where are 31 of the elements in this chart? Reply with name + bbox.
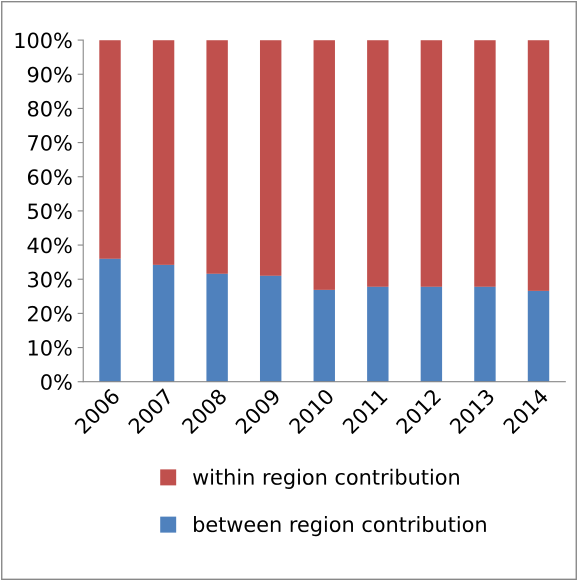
y-tick-label: 100% — [16, 32, 72, 48]
bar — [152, 40, 174, 265]
y-tick-label: 50% — [28, 203, 72, 220]
y-tick-label: 60% — [28, 169, 72, 185]
bar — [314, 290, 335, 382]
bar — [474, 40, 496, 287]
bar — [314, 40, 335, 290]
bar — [420, 286, 442, 382]
y-tick-label: 90% — [28, 66, 72, 82]
bar — [152, 264, 174, 382]
bar — [367, 286, 389, 382]
y-tick-label: 30% — [28, 272, 72, 288]
bar — [206, 40, 228, 274]
bar — [367, 40, 389, 287]
bar — [260, 276, 282, 382]
legend-label: within region contribution — [193, 468, 459, 489]
y-tick-label: 80% — [28, 100, 72, 117]
bar — [206, 274, 228, 382]
bar — [420, 40, 442, 287]
bar — [260, 40, 282, 276]
y-tick-label: 70% — [28, 135, 72, 151]
y-tick-label: 40% — [28, 238, 72, 254]
bar — [99, 40, 121, 259]
bar — [528, 40, 550, 291]
y-tick-label: 10% — [28, 340, 72, 356]
bar — [474, 286, 496, 382]
bar — [99, 258, 121, 382]
legend-label: between region contribution — [194, 516, 486, 536]
bar — [528, 290, 550, 382]
y-tick-label: 20% — [28, 306, 72, 322]
y-tick-label: 0% — [41, 374, 72, 390]
